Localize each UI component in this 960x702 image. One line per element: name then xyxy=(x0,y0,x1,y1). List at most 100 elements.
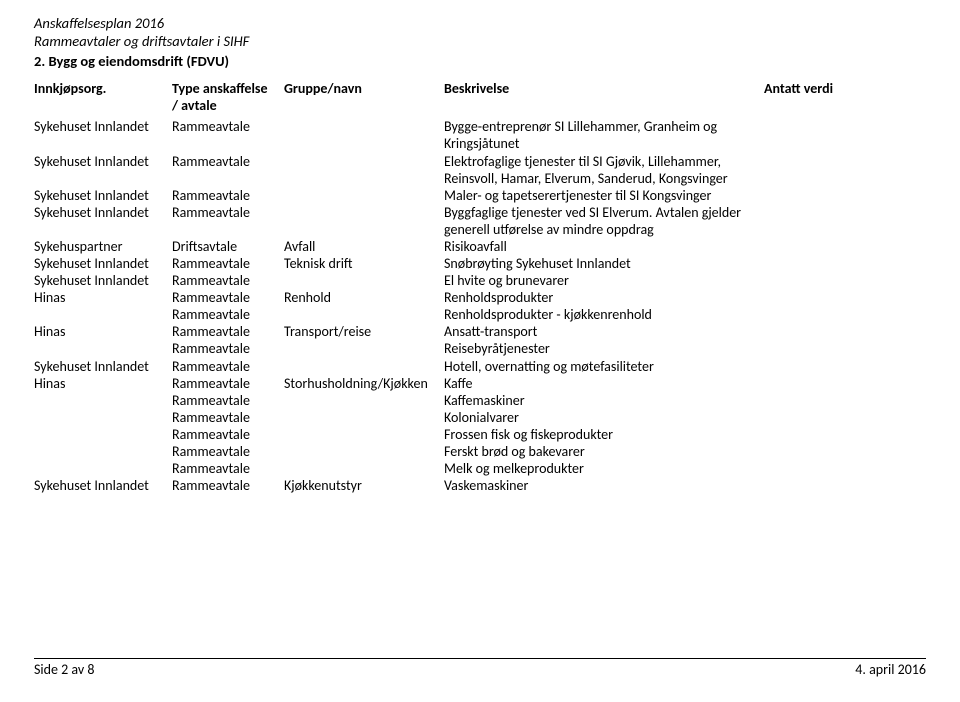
cell-org: Sykehuset Innlandet xyxy=(34,118,172,152)
cell-group xyxy=(284,426,444,443)
cell-group: Storhusholdning/Kjøkken xyxy=(284,375,444,392)
cell-group xyxy=(284,392,444,409)
cell-type: Rammeavtale xyxy=(172,426,284,443)
cell-desc: Kaffe xyxy=(444,375,764,392)
col-header-type-l1: Type anskaffelse xyxy=(172,80,268,97)
cell-desc: Kolonialvarer xyxy=(444,409,764,426)
header-line-2: Rammeavtaler og driftsavtaler i SIHF xyxy=(34,32,926,50)
cell-type: Rammeavtale xyxy=(172,340,284,357)
cell-org xyxy=(34,460,172,477)
table-body: Sykehuset InnlandetRammeavtaleBygge-entr… xyxy=(34,118,874,494)
cell-org: Sykehuset Innlandet xyxy=(34,358,172,375)
cell-desc: Ansatt-transport xyxy=(444,323,764,340)
cell-value xyxy=(764,272,874,289)
cell-org xyxy=(34,340,172,357)
cell-group: Kjøkkenutstyr xyxy=(284,477,444,494)
cell-org: Sykehuspartner xyxy=(34,238,172,255)
cell-org: Sykehuset Innlandet xyxy=(34,204,172,238)
cell-group: Transport/reise xyxy=(284,323,444,340)
cell-group xyxy=(284,118,444,152)
header-block: Anskaffelsesplan 2016 Rammeavtaler og dr… xyxy=(34,14,926,70)
cell-desc: Elektrofaglige tjenester til SI Gjøvik, … xyxy=(444,153,764,187)
cell-value xyxy=(764,409,874,426)
cell-desc: El hvite og brunevarer xyxy=(444,272,764,289)
cell-value xyxy=(764,426,874,443)
cell-desc: Maler- og tapetserertjenester til SI Kon… xyxy=(444,187,764,204)
cell-value xyxy=(764,204,874,238)
cell-org: Sykehuset Innlandet xyxy=(34,255,172,272)
cell-group xyxy=(284,358,444,375)
table-row: Sykehuset InnlandetRammeavtale Hotell, ov… xyxy=(34,358,874,375)
cell-desc: Snøbrøyting Sykehuset Innlandet xyxy=(444,255,764,272)
cell-type: Rammeavtale xyxy=(172,118,284,152)
footer-row: Side 2 av 8 4. april 2016 xyxy=(34,661,926,678)
cell-value xyxy=(764,238,874,255)
cell-type: Rammeavtale xyxy=(172,272,284,289)
cell-type: Rammeavtale xyxy=(172,358,284,375)
cell-desc: Kaffemaskiner xyxy=(444,392,764,409)
col-header-type: Type anskaffelse / avtale xyxy=(172,80,284,118)
cell-desc: Frossen fisk og fiskeprodukter xyxy=(444,426,764,443)
header-line-1: Anskaffelsesplan 2016 xyxy=(34,14,926,32)
cell-org xyxy=(34,443,172,460)
table-row: Sykehuset InnlandetRammeavtale El hvite o… xyxy=(34,272,874,289)
cell-group xyxy=(284,272,444,289)
footer-page-number: Side 2 av 8 xyxy=(34,661,94,678)
cell-org: Hinas xyxy=(34,375,172,392)
page-footer: Side 2 av 8 4. april 2016 xyxy=(34,658,926,678)
cell-group xyxy=(284,340,444,357)
table-row: RammeavtaleFerskt brød og bakevarer xyxy=(34,443,874,460)
cell-group xyxy=(284,306,444,323)
cell-group: Renhold xyxy=(284,289,444,306)
cell-group: Avfall xyxy=(284,238,444,255)
cell-org xyxy=(34,306,172,323)
table-row: Sykehuset InnlandetRammeavtaleMaler- og … xyxy=(34,187,874,204)
cell-value xyxy=(764,187,874,204)
cell-value xyxy=(764,255,874,272)
col-header-type-l2: / avtale xyxy=(172,97,217,114)
cell-group xyxy=(284,204,444,238)
col-header-org: Innkjøpsorg. xyxy=(34,80,172,118)
cell-desc: Risikoavfall xyxy=(444,238,764,255)
table-row: Rammeavtale Kaffemaskiner xyxy=(34,392,874,409)
page: Anskaffelsesplan 2016 Rammeavtaler og dr… xyxy=(0,0,960,494)
col-header-group: Gruppe/navn xyxy=(284,80,444,118)
table-row: RammeavtaleReisebyråtjenester xyxy=(34,340,874,357)
cell-value xyxy=(764,289,874,306)
footer-rule xyxy=(34,658,926,659)
table-row: HinasRammeavtaleTransport/reiseAnsatt-tr… xyxy=(34,323,874,340)
cell-desc: Ferskt brød og bakevarer xyxy=(444,443,764,460)
cell-value xyxy=(764,358,874,375)
cell-org: Hinas xyxy=(34,323,172,340)
cell-type: Rammeavtale xyxy=(172,289,284,306)
table-row: Sykehuset InnlandetRammeavtaleByggfaglig… xyxy=(34,204,874,238)
cell-org: Sykehuset Innlandet xyxy=(34,477,172,494)
table-row: Sykehuset InnlandetRammeavtaleTeknisk dr… xyxy=(34,255,874,272)
table-row: HinasRammeavtaleStorhusholdning/KjøkkenK… xyxy=(34,375,874,392)
cell-value xyxy=(764,323,874,340)
col-header-desc: Beskrivelse xyxy=(444,80,764,118)
cell-group xyxy=(284,153,444,187)
cell-org: Sykehuset Innlandet xyxy=(34,272,172,289)
col-header-value: Antatt verdi xyxy=(764,80,874,118)
cell-type: Rammeavtale xyxy=(172,255,284,272)
table-row: RammeavtaleRenholdsprodukter - kjøkkenre… xyxy=(34,306,874,323)
cell-desc: Renholdsprodukter xyxy=(444,289,764,306)
cell-org: Hinas xyxy=(34,289,172,306)
cell-type: Rammeavtale xyxy=(172,460,284,477)
cell-org xyxy=(34,392,172,409)
cell-type: Rammeavtale xyxy=(172,323,284,340)
cell-type: Rammeavtale xyxy=(172,409,284,426)
table-row: Sykehuset InnlandetRammeavtaleKjøkkenuts… xyxy=(34,477,874,494)
cell-type: Rammeavtale xyxy=(172,392,284,409)
cell-desc: Hotell, overnatting og møtefasiliteter xyxy=(444,358,764,375)
table-row: Sykehuset InnlandetRammeavtaleElektrofag… xyxy=(34,153,874,187)
cell-value xyxy=(764,375,874,392)
cell-value xyxy=(764,118,874,152)
cell-value xyxy=(764,477,874,494)
table-header-row: Innkjøpsorg. Type anskaffelse / avtale G… xyxy=(34,80,874,118)
cell-group: Teknisk drift xyxy=(284,255,444,272)
cell-type: Rammeavtale xyxy=(172,187,284,204)
cell-desc: Byggfaglige tjenester ved SI Elverum. Av… xyxy=(444,204,764,238)
table-row: RammeavtaleMelk og melkeprodukter xyxy=(34,460,874,477)
